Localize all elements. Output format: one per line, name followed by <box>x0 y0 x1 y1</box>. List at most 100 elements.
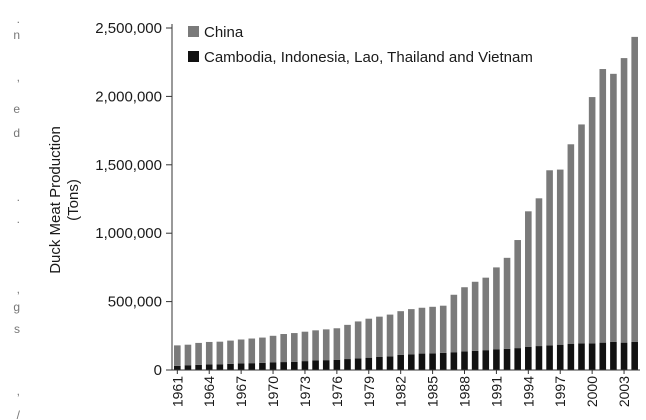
x-tick-label: 1985 <box>425 376 441 407</box>
x-tick-label: 1976 <box>329 376 345 407</box>
bar-china-1985 <box>429 306 436 354</box>
bar-china-1978 <box>354 321 362 359</box>
bar-other-1971 <box>280 362 287 370</box>
bar-other-1975 <box>322 360 330 370</box>
bar-china-1992 <box>503 257 511 349</box>
bar-other-1963 <box>195 364 202 370</box>
axes <box>171 24 640 371</box>
bar-other-1994 <box>525 346 532 370</box>
background-text-fragment: n <box>13 28 20 42</box>
bar-china-1968 <box>248 338 256 364</box>
bar-other-2004 <box>631 341 638 370</box>
bar-other-1991 <box>493 349 500 370</box>
bar-other-1997 <box>556 344 564 370</box>
bar-other-1982 <box>397 354 404 370</box>
bar-china-1994 <box>525 211 532 347</box>
x-axis-ticks: 1961 1964 1967 1970 1973 1976 1979 1982 1985 1988… <box>169 370 632 407</box>
x-tick-label: 2000 <box>584 376 600 407</box>
bar-other-1984 <box>418 353 426 370</box>
x-tick-label: 1979 <box>361 376 377 407</box>
bar-china-2004 <box>631 36 638 342</box>
y-axis-ticks: 0 500,000 1,000,000 1,500,000 2,000,000 2,500… <box>95 20 172 379</box>
bar-china-1975 <box>322 329 330 361</box>
background-text-fragment: , <box>16 384 20 398</box>
bar-other-1965 <box>216 364 224 370</box>
bar-china-1974 <box>312 330 319 361</box>
bar-china-1989 <box>471 281 479 351</box>
background-text-fragment: e <box>13 102 20 116</box>
x-tick-label: 1970 <box>265 376 281 407</box>
bar-other-1962 <box>184 365 192 370</box>
bar-china-2003 <box>620 58 628 343</box>
bar-other-2000 <box>588 343 596 370</box>
bar-china-1980 <box>376 316 383 358</box>
bar-china-1970 <box>269 335 277 363</box>
x-tick-label: 1982 <box>393 376 409 407</box>
bar-other-1978 <box>354 358 362 370</box>
bar-china-1981 <box>386 314 394 357</box>
bar-other-2001 <box>599 342 607 370</box>
bar-other-1992 <box>503 348 511 370</box>
bar-other-1993 <box>514 348 521 370</box>
x-tick-label: 1997 <box>552 376 568 407</box>
bar-other-1977 <box>344 359 351 370</box>
bars <box>174 36 638 370</box>
x-tick-label: 1964 <box>201 376 217 407</box>
bar-other-2002 <box>610 341 617 370</box>
x-tick-label: 1973 <box>297 376 313 407</box>
bar-china-1972 <box>291 333 298 362</box>
y-axis-title-line: (Tons) <box>65 179 82 221</box>
legend-label-other: Cambodia, Indonesia, Lao, Thailand and V… <box>204 49 533 66</box>
bar-other-1961 <box>174 365 181 370</box>
bar-china-1998 <box>567 144 575 345</box>
y-tick-label: 0 <box>154 362 162 379</box>
background-text-fragment: g <box>13 300 20 314</box>
x-tick-label: 1961 <box>169 376 185 407</box>
legend-label-china: China <box>204 24 244 41</box>
bar-china-1999 <box>578 124 585 344</box>
bar-china-1963 <box>195 342 202 365</box>
bar-china-2000 <box>588 97 596 344</box>
bar-other-1985 <box>429 353 436 370</box>
bar-china-2001 <box>599 69 607 343</box>
bar-other-1998 <box>567 344 575 370</box>
bar-china-1995 <box>535 198 543 347</box>
legend-swatch-other <box>188 51 199 62</box>
bar-china-1977 <box>344 324 351 360</box>
background-text-fragment: . <box>16 212 20 226</box>
bar-china-1991 <box>493 267 500 350</box>
bar-china-1961 <box>174 345 181 366</box>
bar-other-1979 <box>365 357 373 370</box>
bar-china-1962 <box>184 344 192 366</box>
x-tick-label: 2003 <box>616 376 632 407</box>
bar-china-1982 <box>397 311 404 355</box>
bar-other-1968 <box>248 363 256 370</box>
bar-other-1983 <box>408 354 415 370</box>
bar-other-1973 <box>301 361 309 370</box>
bar-other-1986 <box>439 352 447 370</box>
legend: China Cambodia, Indonesia, Lao, Thailand … <box>188 24 533 66</box>
y-axis-title: Duck Meat Production(Tons) <box>47 126 82 274</box>
bar-china-1988 <box>461 287 468 352</box>
bar-other-1970 <box>269 362 277 370</box>
x-tick-label: 1988 <box>457 376 473 407</box>
y-axis-title-text: Duck Meat Production(Tons) <box>47 126 82 274</box>
bar-china-1997 <box>556 169 564 345</box>
background-text-fragment: s <box>14 322 20 336</box>
bar-other-1967 <box>237 363 245 370</box>
bar-other-1990 <box>482 350 490 370</box>
background-page-text: . n, e d.., g s, / <box>0 0 24 420</box>
bar-china-1990 <box>482 277 490 351</box>
bar-china-1976 <box>333 328 341 360</box>
bar-other-1981 <box>386 356 394 370</box>
bar-china-1979 <box>365 318 373 358</box>
bar-china-2002 <box>610 73 617 342</box>
bar-china-1965 <box>216 341 224 365</box>
background-text-fragment: / <box>16 408 20 420</box>
bar-other-1969 <box>259 362 266 370</box>
background-text-fragment: . <box>16 190 20 204</box>
background-text-fragment: d <box>13 126 20 140</box>
background-text-fragment: , <box>16 282 20 296</box>
bar-other-1995 <box>535 346 543 370</box>
